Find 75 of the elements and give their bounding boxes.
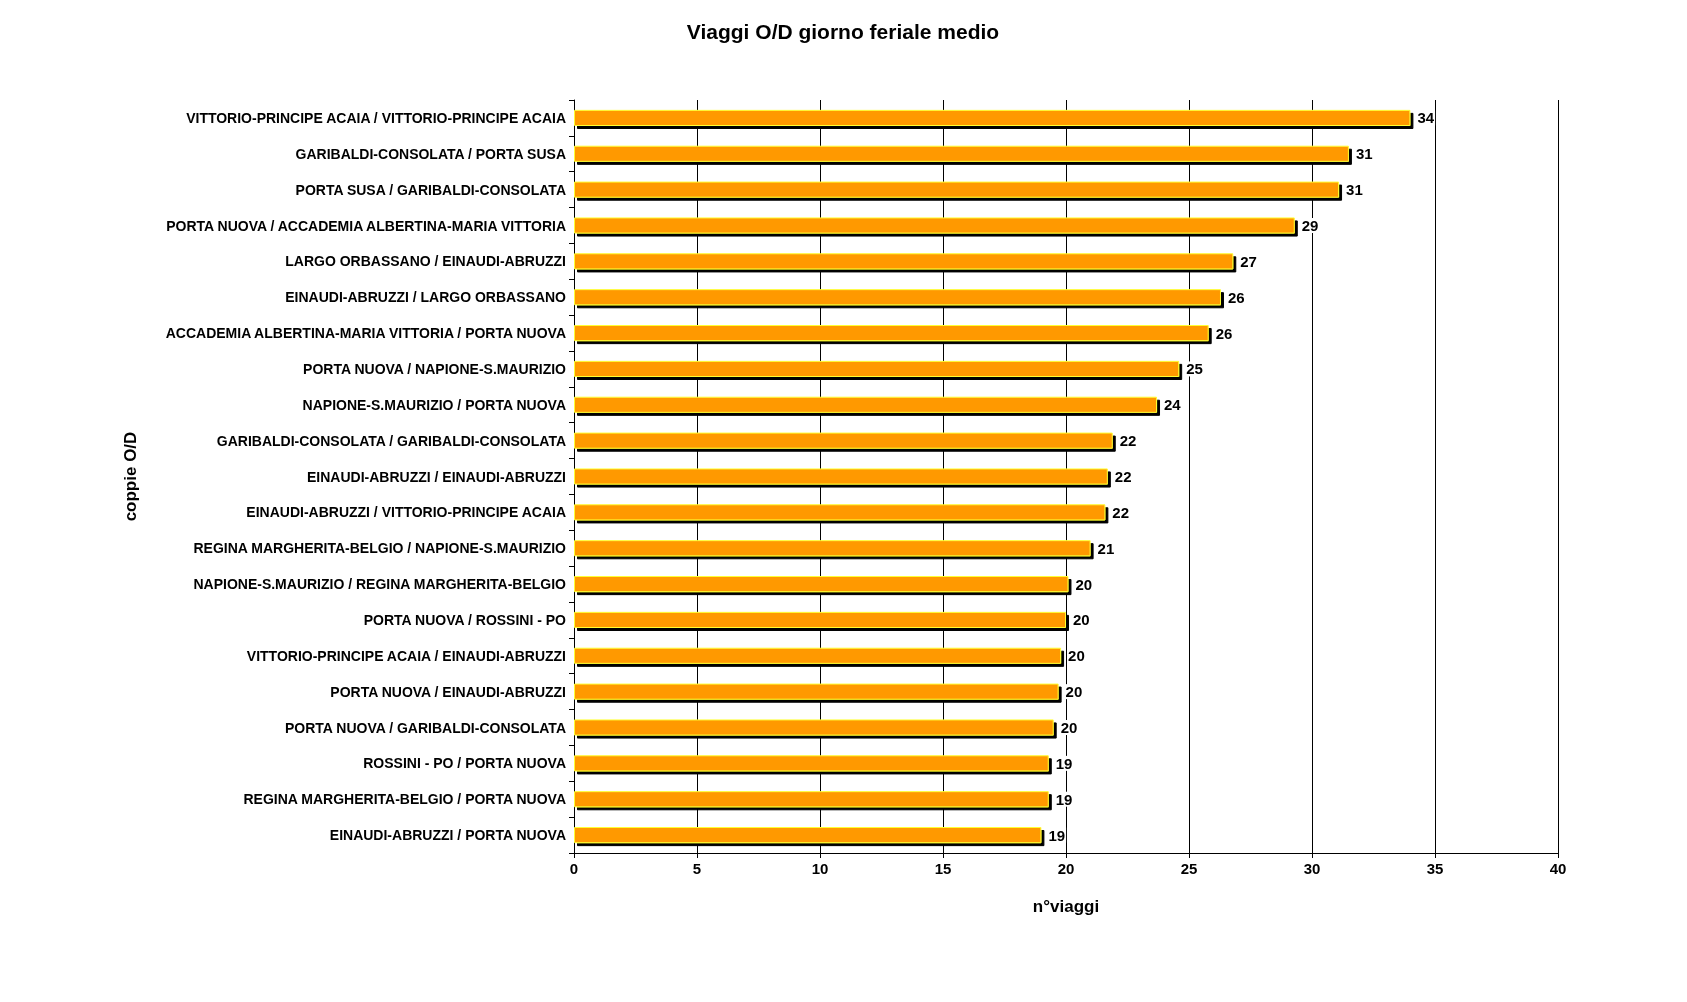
- bar: [574, 683, 1059, 700]
- y-tick-label: ACCADEMIA ALBERTINA-MARIA VITTORIA / PORTA NUOVA: [165, 325, 566, 342]
- data-label: 27: [1240, 252, 1257, 270]
- bar: [574, 755, 1049, 772]
- bar: [574, 576, 1069, 593]
- bar: [574, 289, 1221, 306]
- bar: [574, 432, 1113, 449]
- y-tick-label: PORTA NUOVA / ROSSINI - PO: [363, 611, 567, 628]
- y-tick-label: EINAUDI-ABRUZZI / PORTA NUOVA: [329, 827, 566, 844]
- y-tick-label: NAPIONE-S.MAURIZIO / REGINA MARGHERITA-BELGIO: [193, 576, 567, 593]
- y-tick-label: VITTORIO-PRINCIPE ACAIA / EINAUDI-ABRUZZI: [246, 647, 566, 664]
- data-label: 22: [1114, 468, 1132, 485]
- data-label: 20: [1075, 575, 1093, 593]
- data-label: 31: [1355, 145, 1373, 163]
- bar: [574, 360, 1180, 377]
- x-tick-label: 30: [1303, 860, 1321, 877]
- bar: [574, 827, 1042, 844]
- x-axis-title: n°viaggi: [1032, 897, 1100, 916]
- y-tick-label: EINAUDI-ABRUZZI / LARGO ORBASSANO: [285, 289, 567, 306]
- y-tick-label: PORTA NUOVA / GARIBALDI-CONSOLATA: [284, 719, 566, 736]
- y-tick-label: VITTORIO-PRINCIPE ACAIA / VITTORIO-PRINCIPE ACAIA: [186, 109, 566, 126]
- y-tick-label: PORTA NUOVA / ACCADEMIA ALBERTINA-MARIA VITTORIA: [166, 217, 566, 234]
- data-label: 25: [1186, 360, 1203, 378]
- data-label: 19: [1055, 754, 1073, 772]
- data-label: 31: [1346, 181, 1363, 199]
- y-tick-label: EINAUDI-ABRUZZI / EINAUDI-ABRUZZI: [307, 468, 566, 485]
- y-tick-label: REGINA MARGHERITA-BELGIO / NAPIONE-S.MAURIZIO: [193, 540, 567, 557]
- x-tick-label: 5: [692, 860, 702, 877]
- bar: [574, 540, 1091, 557]
- y-tick-label: LARGO ORBASSANO / EINAUDI-ABRUZZI: [285, 253, 566, 270]
- data-label: 26: [1215, 324, 1233, 342]
- x-tick-label: 35: [1426, 860, 1444, 877]
- x-tick-label: 15: [934, 860, 952, 877]
- y-tick-label: EINAUDI-ABRUZZI / VITTORIO-PRINCIPE ACAIA: [246, 504, 566, 521]
- y-axis-title: coppie O/D: [121, 431, 140, 522]
- y-tick-label: PORTA NUOVA / EINAUDI-ABRUZZI: [330, 683, 566, 700]
- bar: [574, 325, 1209, 342]
- data-label: 29: [1301, 217, 1319, 234]
- x-tick-label: 20: [1057, 860, 1075, 877]
- y-tick-label: GARIBALDI-CONSOLATA / PORTA SUSA: [295, 145, 566, 162]
- bar: [574, 396, 1158, 413]
- y-tick-label: GARIBALDI-CONSOLATA / GARIBALDI-CONSOLATA: [216, 432, 566, 449]
- bar: [574, 217, 1295, 234]
- bar: [574, 504, 1106, 521]
- data-label: 34: [1417, 109, 1435, 127]
- chart-title: Viaggi O/D giorno feriale medio: [686, 20, 1000, 43]
- y-tick-label: PORTA NUOVA / NAPIONE-S.MAURIZIO: [303, 360, 567, 377]
- bar: [574, 181, 1340, 198]
- data-label: 22: [1112, 503, 1130, 521]
- y-tick-label: REGINA MARGHERITA-BELGIO / PORTA NUOVA: [243, 791, 566, 808]
- x-tick-label: 10: [811, 860, 829, 877]
- x-tick-label: 0: [569, 860, 579, 877]
- data-label: 19: [1048, 826, 1066, 844]
- data-label: 20: [1060, 719, 1078, 736]
- bar: [574, 253, 1234, 270]
- bar: [574, 611, 1066, 628]
- bar: [574, 109, 1411, 126]
- data-label: 20: [1068, 647, 1085, 665]
- y-tick-label: ROSSINI - PO / PORTA NUOVA: [363, 755, 566, 772]
- data-label: 22: [1119, 432, 1137, 450]
- data-label: 21: [1097, 539, 1115, 557]
- y-tick-label: NAPIONE-S.MAURIZIO / PORTA NUOVA: [302, 396, 566, 413]
- data-label: 19: [1055, 790, 1073, 808]
- data-label: 24: [1164, 396, 1182, 414]
- bar: [574, 647, 1062, 664]
- x-tick-label: 40: [1549, 860, 1567, 877]
- y-tick-label: PORTA SUSA / GARIBALDI-CONSOLATA: [295, 181, 566, 198]
- data-label: 20: [1065, 683, 1083, 701]
- x-tick-label: 25: [1180, 860, 1198, 877]
- data-label: 26: [1227, 288, 1245, 306]
- bar: [574, 791, 1049, 808]
- bar: [574, 145, 1349, 162]
- bar: [574, 719, 1054, 736]
- data-label: 20: [1073, 611, 1090, 629]
- bar: [574, 468, 1108, 485]
